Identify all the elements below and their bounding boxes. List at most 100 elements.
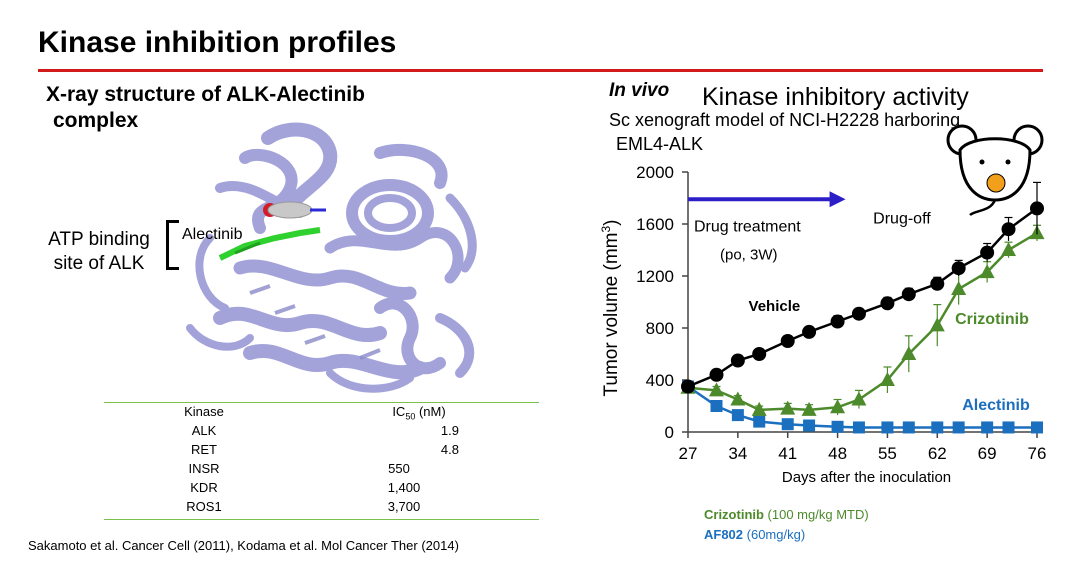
data-point <box>929 317 945 332</box>
data-point <box>901 346 917 360</box>
kinase-cell: ALK <box>191 423 217 438</box>
data-point <box>979 264 995 279</box>
y-tick-label: 400 <box>646 371 674 390</box>
legend-crizotinib: Crizotinib (100 mg/kg MTD) <box>704 505 869 525</box>
data-point <box>710 400 723 412</box>
legend-crizotinib-name: Crizotinib <box>704 507 764 522</box>
treatment-duration-label: (po, 3W) <box>720 246 778 263</box>
y-tick-label: 1600 <box>636 215 674 234</box>
data-point <box>951 281 967 295</box>
series-alectinib <box>682 380 1043 434</box>
y-tick-label: 0 <box>665 423 674 442</box>
data-point <box>803 419 816 432</box>
ic50-table: Kinase IC50 (nM) ALK 1.9 RET 4.8 INSR 55… <box>104 404 539 518</box>
series-crizotinib <box>680 224 1045 416</box>
ic50-cell: 3,700 <box>387 499 421 514</box>
table-row: ROS1 3,700 <box>104 499 539 518</box>
kinase-cell: KDR <box>190 480 218 495</box>
table-top-rule <box>104 402 539 403</box>
header-ic50: IC50 (nM) <box>392 404 446 422</box>
series-label-vehicle: Vehicle <box>749 298 801 315</box>
data-point <box>930 276 945 291</box>
data-point <box>708 382 724 397</box>
data-point <box>681 379 695 394</box>
data-point <box>952 421 965 434</box>
ic50-cell: 1,400 <box>387 480 421 495</box>
atp-bracket <box>166 220 179 270</box>
x-tick-label: 55 <box>878 444 897 463</box>
model-line1: Sc xenograft model of NCI-H2228 harborin… <box>609 110 961 130</box>
xenograft-model-text: Sc xenograft model of NCI-H2228 harborin… <box>609 108 1039 156</box>
data-point <box>709 367 724 382</box>
legend-af802-name: AF802 <box>704 527 744 542</box>
atp-label-line2: site of ALK <box>53 253 145 274</box>
citation: Sakamoto et al. Cancer Cell (2011), Koda… <box>28 538 459 553</box>
ic50-table-header: Kinase IC50 (nM) <box>104 404 539 423</box>
kinase-cell: INSR <box>188 461 220 476</box>
table-row: INSR 550 <box>104 461 539 480</box>
data-point <box>830 399 846 414</box>
slide-title: Kinase inhibition profiles <box>38 26 397 59</box>
xray-title-line2: complex <box>53 109 139 132</box>
x-tick-label: 41 <box>778 444 797 463</box>
data-point <box>880 296 895 311</box>
data-point <box>751 401 767 416</box>
atp-label-line1: ATP binding <box>48 229 150 250</box>
series-label-crizotinib: Crizotinib <box>955 311 1029 328</box>
data-point <box>781 418 794 431</box>
table-row: KDR 1,400 <box>104 480 539 499</box>
x-tick-label: 27 <box>679 444 698 463</box>
data-point <box>851 306 866 321</box>
data-point <box>830 314 845 329</box>
ic50-cell: 4.8 <box>440 442 459 457</box>
x-axis-label: Days after the inoculation <box>782 469 951 486</box>
mouse-icon <box>946 124 1044 217</box>
atp-binding-label: ATP binding site of ALK <box>40 228 158 276</box>
data-point <box>901 287 916 302</box>
legend-af802-dose: (60mg/kg) <box>743 527 806 542</box>
data-point <box>1030 201 1044 216</box>
alectinib-structure-label: Alectinib <box>182 226 243 243</box>
data-point <box>851 391 867 406</box>
table-row: ALK 1.9 <box>104 423 539 442</box>
y-axis-label: Tumor volume (mm3) <box>599 220 622 397</box>
xray-title: X-ray structure of ALK-Alectinib complex <box>46 82 466 134</box>
data-point <box>730 353 745 368</box>
header-kinase: Kinase <box>184 404 224 419</box>
data-point <box>931 421 944 434</box>
tumor-volume-chart: 0 400 800 1200 1600 2000 27 34 41 48 55 62 69 76 Days … <box>599 163 1046 486</box>
x-tick-label: 69 <box>978 444 997 463</box>
data-point <box>801 401 817 416</box>
data-point <box>981 421 994 434</box>
title-rule <box>38 69 1043 72</box>
treatment-arrow-head <box>829 191 846 208</box>
legend-af802: AF802 (60mg/kg) <box>704 525 869 545</box>
ic50-cell: 550 <box>388 461 410 476</box>
x-tick-label: 48 <box>828 444 847 463</box>
drug-off-label: Drug-off <box>873 210 931 227</box>
y-tick-label: 800 <box>646 319 674 338</box>
data-point <box>980 245 995 260</box>
x-tick-label: 62 <box>928 444 947 463</box>
kinase-cell: ROS1 <box>186 499 222 514</box>
data-point <box>730 391 746 406</box>
data-point <box>1001 222 1016 237</box>
protein-structure-image <box>186 122 477 393</box>
series-label-alectinib: Alectinib <box>962 397 1030 414</box>
data-point <box>881 421 894 434</box>
data-point <box>753 415 766 428</box>
chart-annotations: Drug treatment (po, 3W) Drug-off Vehicle Cri… <box>688 191 1030 414</box>
data-point <box>780 400 796 415</box>
dose-legend: Crizotinib (100 mg/kg MTD) AF802 (60mg/k… <box>704 505 869 545</box>
x-tick-label: 34 <box>728 444 747 463</box>
data-point <box>852 421 865 434</box>
data-point <box>1031 421 1043 434</box>
y-tick-label: 1200 <box>636 267 674 286</box>
table-bottom-rule <box>104 519 539 520</box>
model-line2: EML4-ALK <box>616 134 704 154</box>
kinase-cell: RET <box>191 442 217 457</box>
kinase-activity-title: Kinase inhibitory activity <box>702 83 969 111</box>
series-vehicle <box>681 181 1044 394</box>
data-point <box>780 334 795 348</box>
data-point <box>802 324 817 339</box>
